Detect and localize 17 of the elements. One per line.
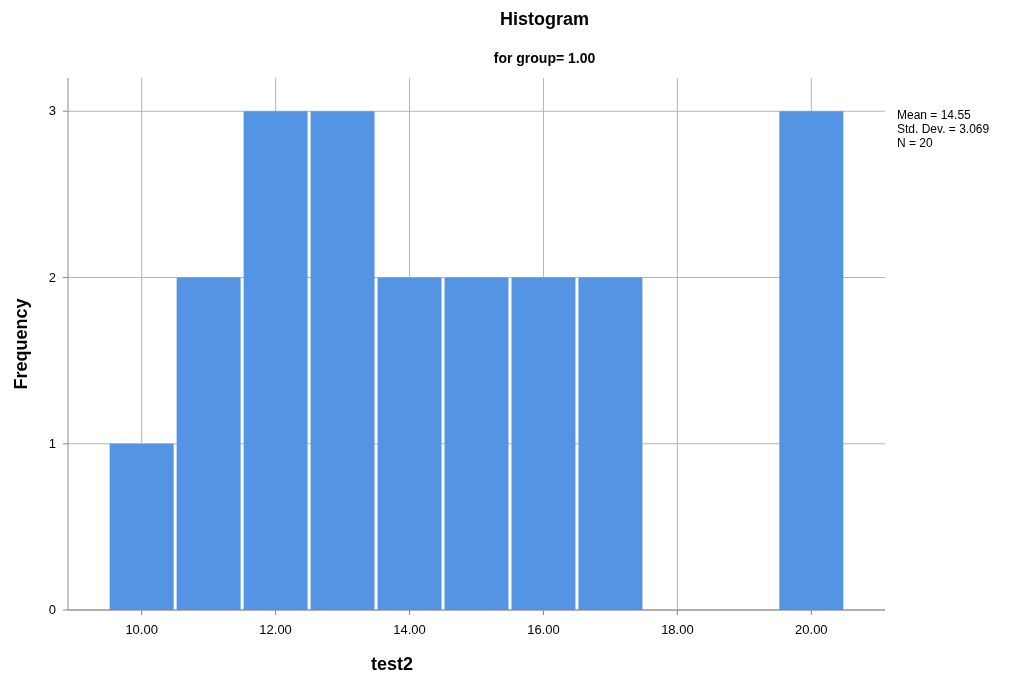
x-tick-label: 12.00: [259, 622, 292, 637]
text: Std. Dev. = 3.069: [897, 122, 990, 136]
x-tick-label: 20.00: [795, 622, 828, 637]
y-tick-label: 1: [48, 435, 56, 451]
x-tick-label: 16.00: [527, 622, 560, 637]
y-tick-label: 0: [48, 602, 56, 617]
y-tick-label: 2: [48, 269, 56, 285]
y-axis-title: Frequency: [11, 298, 31, 390]
y-tick-label: 3: [48, 103, 56, 119]
x-axis-title: test2: [371, 654, 414, 674]
chart-subtitle: for group= 1.00: [493, 50, 596, 66]
text: N = 20: [897, 136, 934, 150]
x-tick-label: 18.00: [661, 622, 694, 637]
x-tick-label: 10.00: [125, 622, 158, 637]
x-tick-label: 14.00: [393, 622, 426, 637]
chart-title: Histogram: [499, 9, 590, 29]
text: Mean = 14.55: [897, 108, 972, 122]
